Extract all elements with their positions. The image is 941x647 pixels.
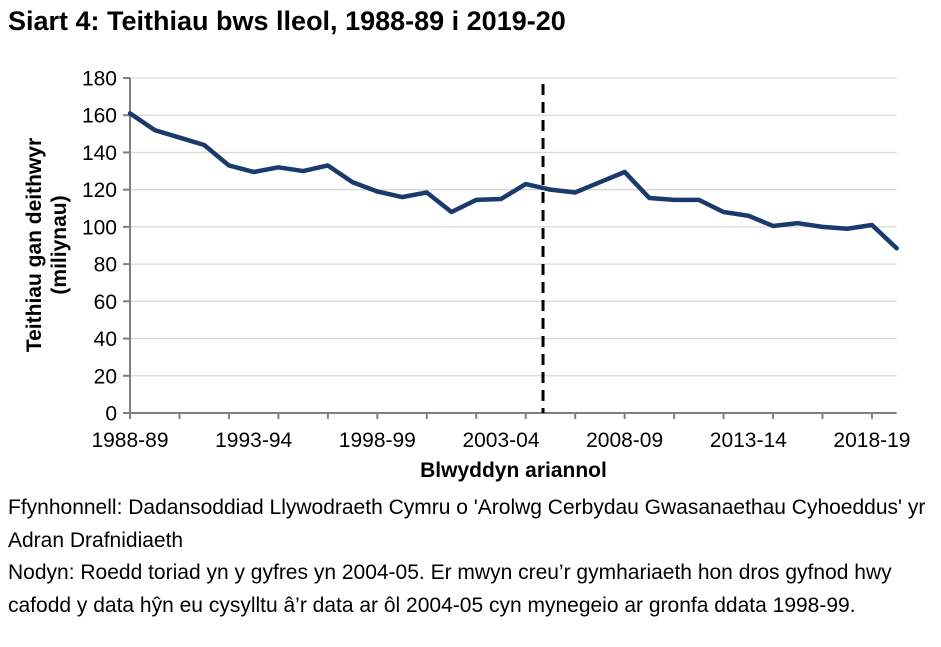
- y-axis-title: Teithiau gan deithwyr (miliynau): [22, 65, 74, 425]
- y-tick-label: 160: [82, 105, 117, 128]
- x-tick-label: 1993-94: [215, 429, 292, 452]
- x-tick-label: 2013-14: [710, 429, 787, 452]
- y-tick-label: 120: [82, 179, 117, 202]
- bus-journeys-series-line: [127, 111, 899, 251]
- chart-footer: Ffynhonnell: Dadansoddiad Llywodraeth Cy…: [8, 492, 926, 622]
- y-tick-label: 20: [94, 365, 117, 388]
- source-text: Ffynhonnell: Dadansoddiad Llywodraeth Cy…: [8, 496, 926, 552]
- note-text: Nodyn: Roedd toriad yn y gyfres yn 2004-…: [8, 561, 892, 617]
- x-axis-title: Blwyddyn ariannol: [420, 459, 607, 482]
- y-tick-label: 80: [94, 254, 117, 277]
- x-tick-label: 2003-04: [462, 429, 539, 452]
- y-tick-label: 180: [82, 68, 117, 91]
- x-tick-label: 1988-89: [91, 429, 168, 452]
- x-tick-label: 2008-09: [586, 429, 663, 452]
- y-tick-label: 100: [82, 216, 117, 239]
- x-tick-label: 2018-19: [833, 429, 910, 452]
- bus-journeys-line-chart: 0 20 40 60 80 100 120 140 160 180 1988-89 1993-94 19…: [82, 68, 911, 453]
- y-tick-label: 140: [82, 142, 117, 165]
- y-tick-label: 0: [105, 403, 117, 426]
- y-tick-label: 60: [94, 291, 117, 314]
- y-tick-label: 40: [94, 328, 117, 351]
- y-axis-title-line2: (miliynau): [48, 195, 71, 295]
- y-axis-title-line1: Teithiau gan deithwyr: [23, 137, 46, 353]
- x-tick-label: 1998-99: [339, 429, 416, 452]
- page-title: Siart 4: Teithiau bws lleol, 1988-89 i 2…: [8, 6, 566, 36]
